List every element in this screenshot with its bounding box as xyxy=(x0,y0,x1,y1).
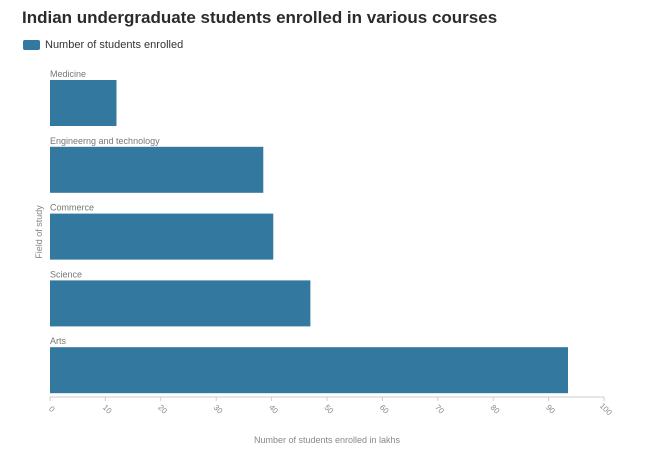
x-tick-label: 100 xyxy=(598,401,614,417)
category-label: Commerce xyxy=(50,203,94,213)
category-labels: Medicine Engineerng and technology Commerc… xyxy=(50,69,160,346)
bar-medicine xyxy=(50,80,117,126)
category-label: Arts xyxy=(50,336,67,346)
x-ticks: 0 10 20 30 40 50 60 70 80 90 100 xyxy=(47,397,614,418)
x-tick-label: 70 xyxy=(433,403,446,416)
bar-science xyxy=(50,280,311,327)
bar-arts xyxy=(50,347,568,394)
y-axis-title: Field of study xyxy=(34,205,44,259)
bar-commerce xyxy=(50,213,274,260)
legend-swatch xyxy=(23,40,40,50)
bar-engineerng-and-technology xyxy=(50,146,264,193)
bars-group xyxy=(50,80,568,394)
category-label: Science xyxy=(50,269,82,279)
x-tick-label: 90 xyxy=(544,403,557,416)
x-tick-label: 60 xyxy=(378,403,391,416)
x-tick-label: 40 xyxy=(267,403,280,416)
category-label: Medicine xyxy=(50,69,86,79)
x-tick-label: 80 xyxy=(489,403,502,416)
x-tick-label: 20 xyxy=(156,403,169,416)
x-tick-label: 0 xyxy=(47,404,57,414)
x-tick-label: 50 xyxy=(322,403,335,416)
x-tick-label: 10 xyxy=(101,403,114,416)
category-label: Engineerng and technology xyxy=(50,136,160,146)
chart-title: Indian undergraduate students enrolled i… xyxy=(22,8,498,27)
x-tick-label: 30 xyxy=(212,403,225,416)
legend-label: Number of students enrolled xyxy=(45,39,184,51)
legend: Number of students enrolled xyxy=(23,39,183,51)
x-axis-title: Number of students enrolled in lakhs xyxy=(254,435,401,445)
